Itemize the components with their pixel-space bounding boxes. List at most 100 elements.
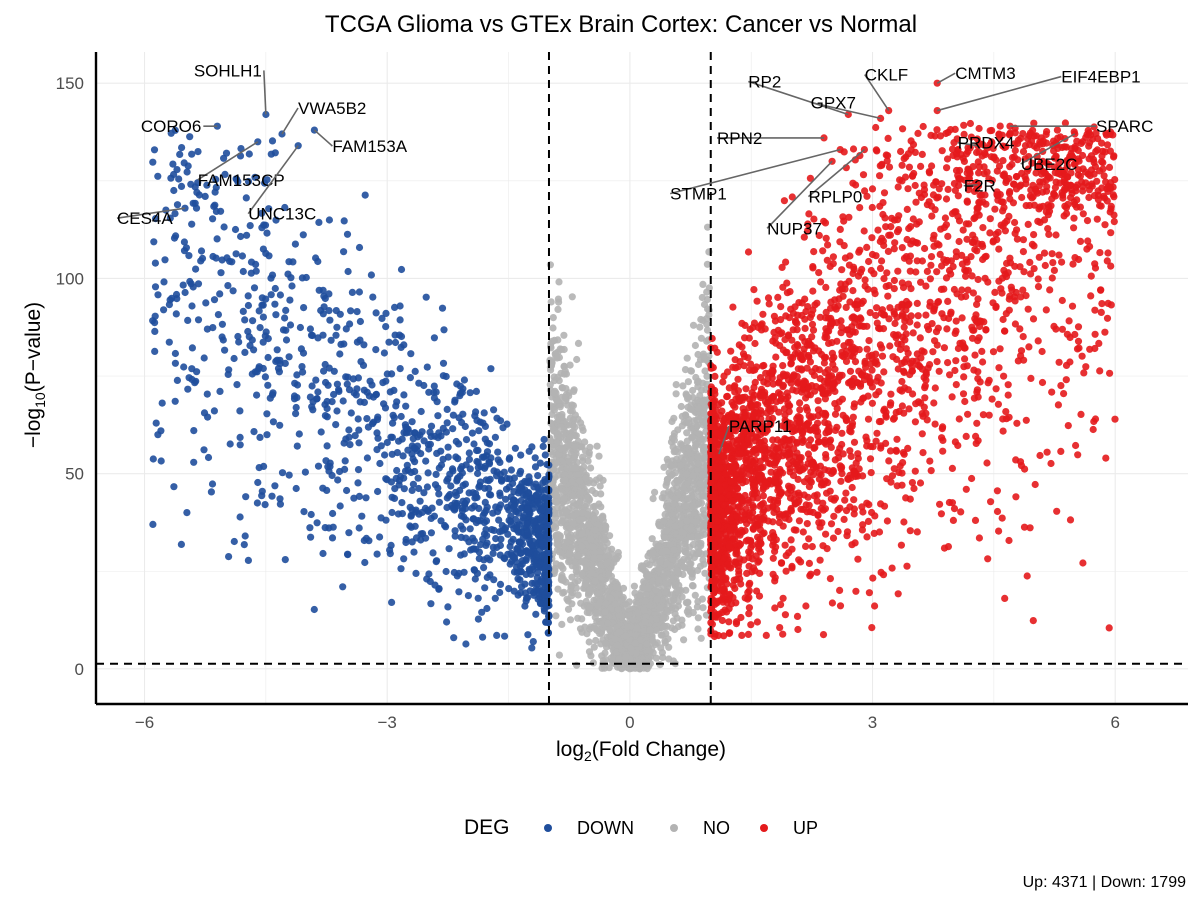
point-down (424, 469, 432, 477)
point-up (1046, 286, 1054, 294)
point-down (491, 594, 499, 602)
point-up (743, 569, 751, 578)
point-up (893, 435, 901, 443)
point-no (696, 480, 705, 488)
point-down (406, 522, 414, 530)
point-down (322, 457, 330, 465)
point-no (558, 517, 566, 525)
point-no (699, 604, 707, 612)
point-no (574, 577, 582, 585)
point-no (644, 646, 652, 654)
point-no (575, 516, 584, 524)
point-down (261, 501, 269, 509)
point-no (568, 573, 576, 581)
point-down (218, 320, 226, 328)
point-no (624, 623, 632, 631)
point-no (677, 461, 685, 470)
point-down (271, 149, 279, 157)
point-up (1024, 305, 1032, 313)
point-up (916, 479, 925, 487)
point-down (355, 243, 364, 252)
point-down (171, 397, 179, 405)
point-down (440, 326, 448, 334)
point-down (517, 528, 525, 537)
point-down (468, 429, 476, 437)
point-down (180, 159, 188, 167)
point-down (333, 407, 341, 415)
point-up (1062, 376, 1070, 384)
point-up (781, 611, 790, 619)
point-up (1026, 258, 1034, 266)
point-up (971, 516, 980, 525)
point-down (310, 605, 318, 614)
point-down (209, 215, 217, 223)
point-down (505, 585, 513, 593)
point-up (1012, 493, 1020, 501)
point-down (356, 317, 364, 326)
point-no (677, 440, 685, 448)
point-down (439, 372, 447, 380)
point-down (423, 483, 431, 491)
point-no (672, 390, 680, 398)
point-down (461, 480, 469, 488)
point-no (562, 385, 570, 393)
point-down (426, 577, 434, 586)
point-down (347, 307, 355, 315)
point-down (402, 402, 410, 410)
point-no (616, 628, 624, 636)
point-down (186, 277, 194, 286)
point-down (321, 412, 329, 420)
point-down (319, 331, 327, 339)
point-no (665, 469, 673, 477)
point-down (541, 591, 549, 599)
point-down (250, 428, 258, 436)
point-no (602, 523, 610, 531)
point-down (388, 508, 396, 517)
point-up (859, 171, 868, 179)
point-down (543, 532, 552, 540)
point-down (465, 449, 473, 457)
point-down (314, 257, 322, 266)
point-no (639, 659, 647, 667)
point-down (353, 308, 361, 316)
point-up (1001, 594, 1009, 603)
point-down (450, 568, 458, 577)
point-down (354, 415, 362, 423)
point-no (584, 457, 592, 465)
point-no (670, 500, 678, 508)
point-down (345, 529, 353, 537)
point-up (927, 253, 936, 261)
point-up (987, 498, 995, 506)
point-no (565, 550, 573, 558)
point-down (346, 441, 354, 449)
point-down (336, 502, 344, 510)
point-down (426, 440, 434, 448)
point-down (348, 288, 356, 296)
point-down (197, 257, 205, 265)
point-no (705, 284, 713, 292)
point-down (161, 256, 169, 264)
point-down (416, 497, 424, 505)
point-no (648, 535, 656, 543)
point-down (323, 442, 331, 450)
point-down (237, 232, 245, 241)
point-up (814, 397, 822, 405)
point-down (450, 634, 458, 642)
point-down (276, 356, 284, 364)
point-no (562, 508, 571, 516)
point-down (325, 216, 333, 224)
point-up (917, 278, 925, 286)
point-down (496, 492, 504, 500)
point-up (950, 285, 959, 294)
point-up (965, 220, 973, 228)
point-down (393, 466, 401, 475)
point-no (572, 567, 580, 576)
point-down (340, 217, 348, 225)
point-no (648, 636, 656, 644)
point-no (659, 613, 667, 622)
point-down (212, 254, 220, 262)
point-down (188, 220, 196, 228)
point-down (538, 577, 546, 586)
point-no (577, 488, 585, 496)
point-no (623, 602, 631, 610)
